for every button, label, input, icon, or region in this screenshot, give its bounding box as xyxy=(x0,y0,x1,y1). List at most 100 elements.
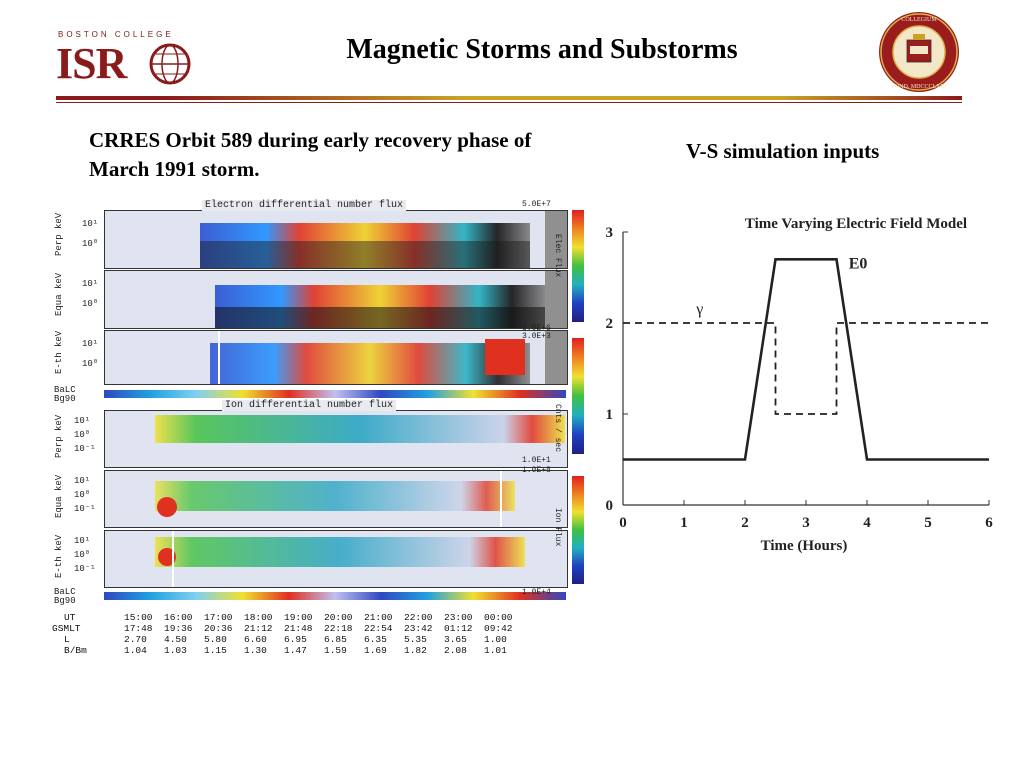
table-cell: 1.03 xyxy=(164,645,187,656)
panel-label: Equa keV xyxy=(54,272,64,316)
x-tick-label: 5 xyxy=(924,515,932,531)
table-cell: 6.85 xyxy=(324,634,347,645)
table-cell: 1.00 xyxy=(484,634,507,645)
colorbar-label: 1.0E+4 xyxy=(522,588,551,597)
panel-ticks: 10¹ 10⁰ 10⁻¹ xyxy=(74,536,96,574)
header-rule-thin xyxy=(56,102,962,103)
spectrogram-panel-electron-equa xyxy=(104,270,568,329)
table-cell: 5.80 xyxy=(204,634,227,645)
panel-label: Equa keV xyxy=(54,474,64,518)
table-cell: 1.15 xyxy=(204,645,227,656)
chart-title: Time Varying Electric Field Model xyxy=(745,216,967,232)
table-cell: 3.65 xyxy=(444,634,467,645)
boston-college-seal-icon: COLLEGIUM FUND. MDCCCLXIII xyxy=(879,12,959,92)
spectrogram-panel-electron-eth xyxy=(104,330,568,385)
spectrogram-panel-electron-perp xyxy=(104,210,568,269)
page-title: Magnetic Storms and Substorms xyxy=(346,34,738,65)
chart-plot-area: 0 1 2 3 4 5 6 0 1 2 3 E0 γ xyxy=(606,225,994,531)
table-cell: 15:00 xyxy=(124,612,153,623)
table-cell: 2.08 xyxy=(444,645,467,656)
table-cell: 6.95 xyxy=(284,634,307,645)
table-row-label: UT xyxy=(64,612,76,623)
table-cell: 4.50 xyxy=(164,634,187,645)
y-tick-label: 1 xyxy=(606,407,614,423)
x-tick-label: 6 xyxy=(985,515,993,531)
table-cell: 2.70 xyxy=(124,634,147,645)
table-cell: 1.47 xyxy=(284,645,307,656)
table-row-label: L xyxy=(64,634,70,645)
table-cell: 1.59 xyxy=(324,645,347,656)
table-cell: 22:00 xyxy=(404,612,433,623)
svg-text:FUND. MDCCCLXIII: FUND. MDCCCLXIII xyxy=(891,84,946,90)
x-tick-label: 4 xyxy=(863,515,871,531)
counts-colorbar xyxy=(572,338,584,454)
ion-colorbar xyxy=(572,476,584,584)
panel-ticks: 10¹ 10⁰ xyxy=(82,339,99,369)
electric-field-chart: Time Varying Electric Field Model Time (… xyxy=(596,200,1008,560)
colorbar-label: 3.0E+3 xyxy=(522,332,551,341)
table-cell: 1.04 xyxy=(124,645,147,656)
spectrogram-image xyxy=(105,531,567,587)
panel-ticks: 10¹ 10⁰ xyxy=(82,219,99,249)
table-cell: 1.69 xyxy=(364,645,387,656)
series-line-gamma xyxy=(623,322,989,415)
table-cell: 20:36 xyxy=(204,623,233,634)
colorbar-label: Ion Flux xyxy=(553,508,562,547)
isr-logo: BOSTON COLLEGE ISR xyxy=(56,30,196,92)
table-cell: 17:00 xyxy=(204,612,233,623)
table-cell: 5.35 xyxy=(404,634,427,645)
table-cell: 00:00 xyxy=(484,612,513,623)
electron-panel-title: Electron differential number flux xyxy=(202,200,407,211)
spectrogram-image xyxy=(105,471,567,527)
colorbar-label: 3.0E+6 xyxy=(522,324,551,333)
spectrogram-image xyxy=(105,211,567,268)
logo-main-text: ISR xyxy=(56,39,127,88)
panel-ticks: 10¹ 10⁰ 10⁻¹ xyxy=(74,416,96,454)
table-cell: 01:12 xyxy=(444,623,473,634)
series-label-e0: E0 xyxy=(849,255,868,272)
table-cell: 21:12 xyxy=(244,623,273,634)
spectrogram-image xyxy=(105,331,567,384)
logo-small-text: BOSTON COLLEGE xyxy=(58,30,174,39)
colorbar-label: 1.0E+8 xyxy=(522,466,551,475)
ion-panel-title: Ion differential number flux xyxy=(222,400,397,411)
table-cell: 19:36 xyxy=(164,623,193,634)
table-cell: 23:42 xyxy=(404,623,433,634)
table-cell: 6.35 xyxy=(364,634,387,645)
x-tick-label: 2 xyxy=(741,515,749,531)
colorbar-label: Cnts / sec xyxy=(553,404,562,453)
electron-colorbar xyxy=(572,210,584,322)
panel-label: E-th keV xyxy=(54,534,64,578)
table-cell: 09:42 xyxy=(484,623,513,634)
strip-label: BaLC Bg90 xyxy=(54,587,76,606)
table-cell: 20:00 xyxy=(324,612,353,623)
spectrogram-panel-ion-perp xyxy=(104,410,568,468)
series-line-e0 xyxy=(623,257,989,461)
crres-spectrogram-figure: Electron differential number flux Ion di… xyxy=(52,188,584,660)
table-cell: 17:48 xyxy=(124,623,153,634)
x-tick-label: 1 xyxy=(680,515,688,531)
table-cell: 16:00 xyxy=(164,612,193,623)
svg-text:COLLEGIUM: COLLEGIUM xyxy=(901,17,937,23)
table-row-label: B/Bm xyxy=(64,645,87,656)
table-cell: 1.82 xyxy=(404,645,427,656)
table-cell: 1.01 xyxy=(484,645,507,656)
x-axis-label: Time (Hours) xyxy=(761,538,848,554)
spectrogram-image xyxy=(105,271,567,328)
panel-ticks: 10¹ 10⁰ xyxy=(82,279,99,309)
globe-icon xyxy=(149,43,191,85)
y-tick-label: 3 xyxy=(606,225,614,241)
x-tick-label: 0 xyxy=(619,515,627,531)
panel-label: Perp keV xyxy=(54,414,64,458)
pitch-angle-strip xyxy=(104,390,566,398)
table-row-label: GSMLT xyxy=(52,623,81,634)
table-cell: 21:48 xyxy=(284,623,313,634)
vs-caption: V-S simulation inputs xyxy=(686,139,880,163)
y-tick-label: 2 xyxy=(606,316,614,332)
pitch-angle-strip xyxy=(104,592,566,600)
table-cell: 6.60 xyxy=(244,634,267,645)
spectrogram-panel-ion-equa xyxy=(104,470,568,528)
panel-label: E-th keV xyxy=(54,330,64,374)
table-cell: 21:00 xyxy=(364,612,393,623)
table-cell: 23:00 xyxy=(444,612,473,623)
